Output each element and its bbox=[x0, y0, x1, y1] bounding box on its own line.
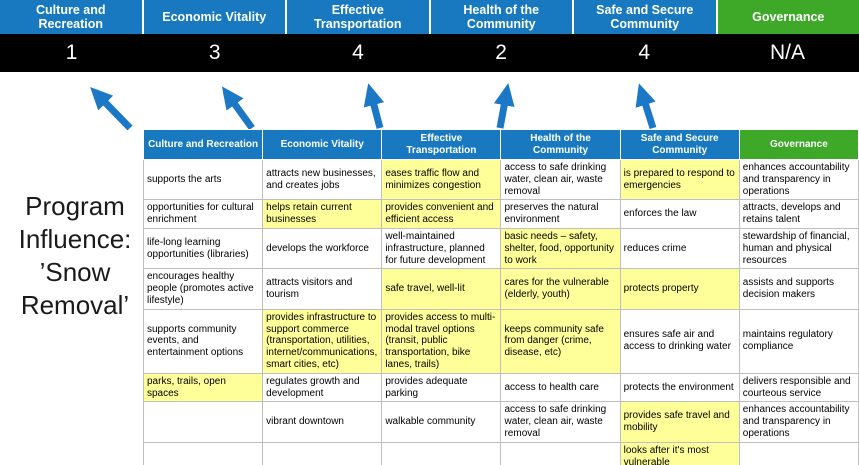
matrix-cell-highlighted: safe travel, well-lit bbox=[381, 268, 502, 310]
matrix-cell: reduces crime bbox=[619, 227, 740, 270]
matrix-row: opportunities for cultural enrichment hel… bbox=[142, 199, 859, 229]
matrix-cell bbox=[142, 441, 264, 465]
banner-health-community: Health of the Community bbox=[430, 0, 574, 34]
score-effective-transportation: 4 bbox=[352, 41, 364, 64]
matrix-cell: supports community events, and entertain… bbox=[142, 308, 264, 374]
matrix-cell: opportunities for cultural enrichment bbox=[142, 199, 264, 229]
banner-label: Safe and Secure Community bbox=[596, 2, 694, 31]
matrix-cell: enforces the law bbox=[619, 199, 740, 229]
matrix-cell-highlighted: protects property bbox=[619, 268, 740, 310]
score-culture-recreation: 1 bbox=[65, 41, 78, 64]
matrix-cell bbox=[381, 441, 502, 465]
banner-safe-secure: Safe and Secure Community bbox=[574, 0, 718, 34]
influence-matrix: Culture and Recreation Economic Vitality E… bbox=[142, 129, 859, 465]
matrix-cell: access to safe drinking water, clean air… bbox=[500, 158, 621, 201]
matrix-row: supports community events, and entertain… bbox=[142, 308, 859, 374]
banner-label: Economic Vitality bbox=[162, 9, 267, 24]
banner-economic-vitality: Economic Vitality bbox=[143, 0, 287, 34]
matrix-cell: enhances accountability and transparency… bbox=[738, 158, 859, 201]
matrix-cell: access to safe drinking water, clean air… bbox=[500, 401, 621, 443]
matrix-column-header: Safe and Secure Community bbox=[619, 129, 740, 160]
score-economic-vitality: 3 bbox=[208, 41, 221, 64]
program-label-line: Influence: bbox=[18, 224, 132, 254]
category-banner: Culture and Recreation Economic Vitality… bbox=[0, 0, 859, 34]
arrow-up-icon bbox=[635, 83, 657, 130]
matrix-cell: supports the arts bbox=[142, 158, 264, 201]
banner-label: Effective Transportation bbox=[313, 2, 402, 31]
score-health-community: 2 bbox=[495, 41, 507, 64]
matrix-cell: life-long learning opportunities (librar… bbox=[142, 227, 264, 270]
matrix-cell: walkable community bbox=[381, 401, 502, 443]
arrow-up-icon bbox=[493, 83, 515, 129]
matrix-column-header: Health of the Community bbox=[500, 129, 621, 160]
program-label-line: Program bbox=[25, 191, 125, 221]
matrix-row: looks after it's most vulnerable bbox=[142, 441, 859, 465]
arrow-up-icon bbox=[221, 86, 255, 130]
matrix-cell: provides adequate parking bbox=[381, 372, 502, 403]
banner-culture-recreation: Culture and Recreation bbox=[0, 0, 144, 34]
program-influence-label: Program Influence: ’Snow Removal’ bbox=[0, 190, 150, 322]
matrix-cell-highlighted: basic needs – safety, shelter, food, opp… bbox=[500, 227, 621, 270]
banner-governance: Governance bbox=[717, 0, 859, 34]
matrix-cell bbox=[142, 401, 264, 443]
score-bar: 1 3 4 2 4 N/A bbox=[0, 34, 859, 72]
matrix-cell: encourages healthy people (promotes acti… bbox=[142, 268, 264, 310]
matrix-cell: preserves the natural environment bbox=[500, 199, 621, 229]
banner-label: Culture and Recreation bbox=[36, 2, 106, 31]
matrix-cell: delivers responsible and courteous servi… bbox=[738, 372, 859, 403]
program-label-line: Removal’ bbox=[20, 290, 130, 320]
matrix-cell-highlighted: provides convenient and efficient access bbox=[381, 199, 502, 229]
matrix-cell-highlighted: is prepared to respond to emergencies bbox=[619, 158, 740, 201]
matrix-cell: ensures safe air and access to drinking … bbox=[619, 308, 740, 374]
matrix-cell: develops the workforce bbox=[262, 227, 383, 270]
matrix-cell bbox=[500, 441, 621, 465]
matrix-row: supports the arts attracts new businesses… bbox=[142, 158, 859, 201]
matrix-column-header: Effective Transportation bbox=[381, 129, 502, 160]
matrix-cell: attracts new businesses, and creates job… bbox=[262, 158, 383, 201]
banner-label: Governance bbox=[752, 9, 825, 24]
matrix-cell: attracts, develops and retains talent bbox=[738, 199, 859, 229]
score-governance: N/A bbox=[769, 41, 805, 64]
matrix-cell: assists and supports decision makers bbox=[738, 268, 859, 310]
matrix-cell bbox=[262, 441, 383, 465]
matrix-cell-highlighted: provides access to multi-modal travel op… bbox=[381, 308, 502, 374]
matrix-column-header: Culture and Recreation bbox=[142, 129, 264, 160]
matrix-cell bbox=[738, 441, 859, 465]
matrix-cell: protects the environment bbox=[619, 372, 740, 403]
matrix-row: vibrant downtown walkable community access… bbox=[142, 401, 859, 443]
matrix-cell-highlighted: provides infrastructure to support comme… bbox=[262, 308, 383, 374]
matrix-cell: enhances accountability and transparency… bbox=[738, 401, 859, 443]
matrix-cell-highlighted: looks after it's most vulnerable bbox=[619, 441, 740, 465]
matrix-cell-highlighted: cares for the vulnerable (elderly, youth… bbox=[500, 268, 621, 310]
matrix-row: parks, trails, open spaces regulates grow… bbox=[142, 372, 859, 403]
matrix-cell: vibrant downtown bbox=[262, 401, 383, 443]
banner-effective-transportation: Effective Transportation bbox=[287, 0, 431, 34]
score-safe-secure: 4 bbox=[638, 41, 651, 64]
matrix-cell-highlighted: parks, trails, open spaces bbox=[142, 372, 264, 403]
matrix-row: encourages healthy people (promotes acti… bbox=[142, 268, 859, 310]
arrow-up-icon bbox=[90, 86, 133, 130]
matrix-header-row: Culture and Recreation Economic Vitality E… bbox=[142, 129, 859, 160]
program-label-line: ’Snow bbox=[39, 257, 111, 287]
matrix-column-header: Governance bbox=[738, 129, 859, 160]
matrix-cell-highlighted: keeps community safe from danger (crime,… bbox=[500, 308, 621, 374]
matrix-cell: attracts visitors and tourism bbox=[262, 268, 383, 310]
matrix-cell: stewardship of financial, human and phys… bbox=[738, 227, 859, 270]
matrix-cell: well-maintained infrastructure, planned … bbox=[381, 227, 502, 270]
matrix-cell-highlighted: helps retain current businesses bbox=[262, 199, 383, 229]
score-arrows bbox=[90, 83, 657, 130]
matrix-cell: access to health care bbox=[500, 372, 621, 403]
matrix-cell-highlighted: eases traffic flow and minimizes congest… bbox=[381, 158, 502, 201]
matrix-column-header: Economic Vitality bbox=[262, 129, 383, 160]
matrix-cell: maintains regulatory compliance bbox=[738, 308, 859, 374]
arrow-up-icon bbox=[363, 83, 385, 129]
matrix-cell: regulates growth and development bbox=[262, 372, 383, 403]
banner-label: Health of the Community bbox=[463, 2, 540, 31]
matrix-row: life-long learning opportunities (librar… bbox=[142, 227, 859, 270]
matrix-cell-highlighted: provides safe travel and mobility bbox=[619, 401, 740, 443]
